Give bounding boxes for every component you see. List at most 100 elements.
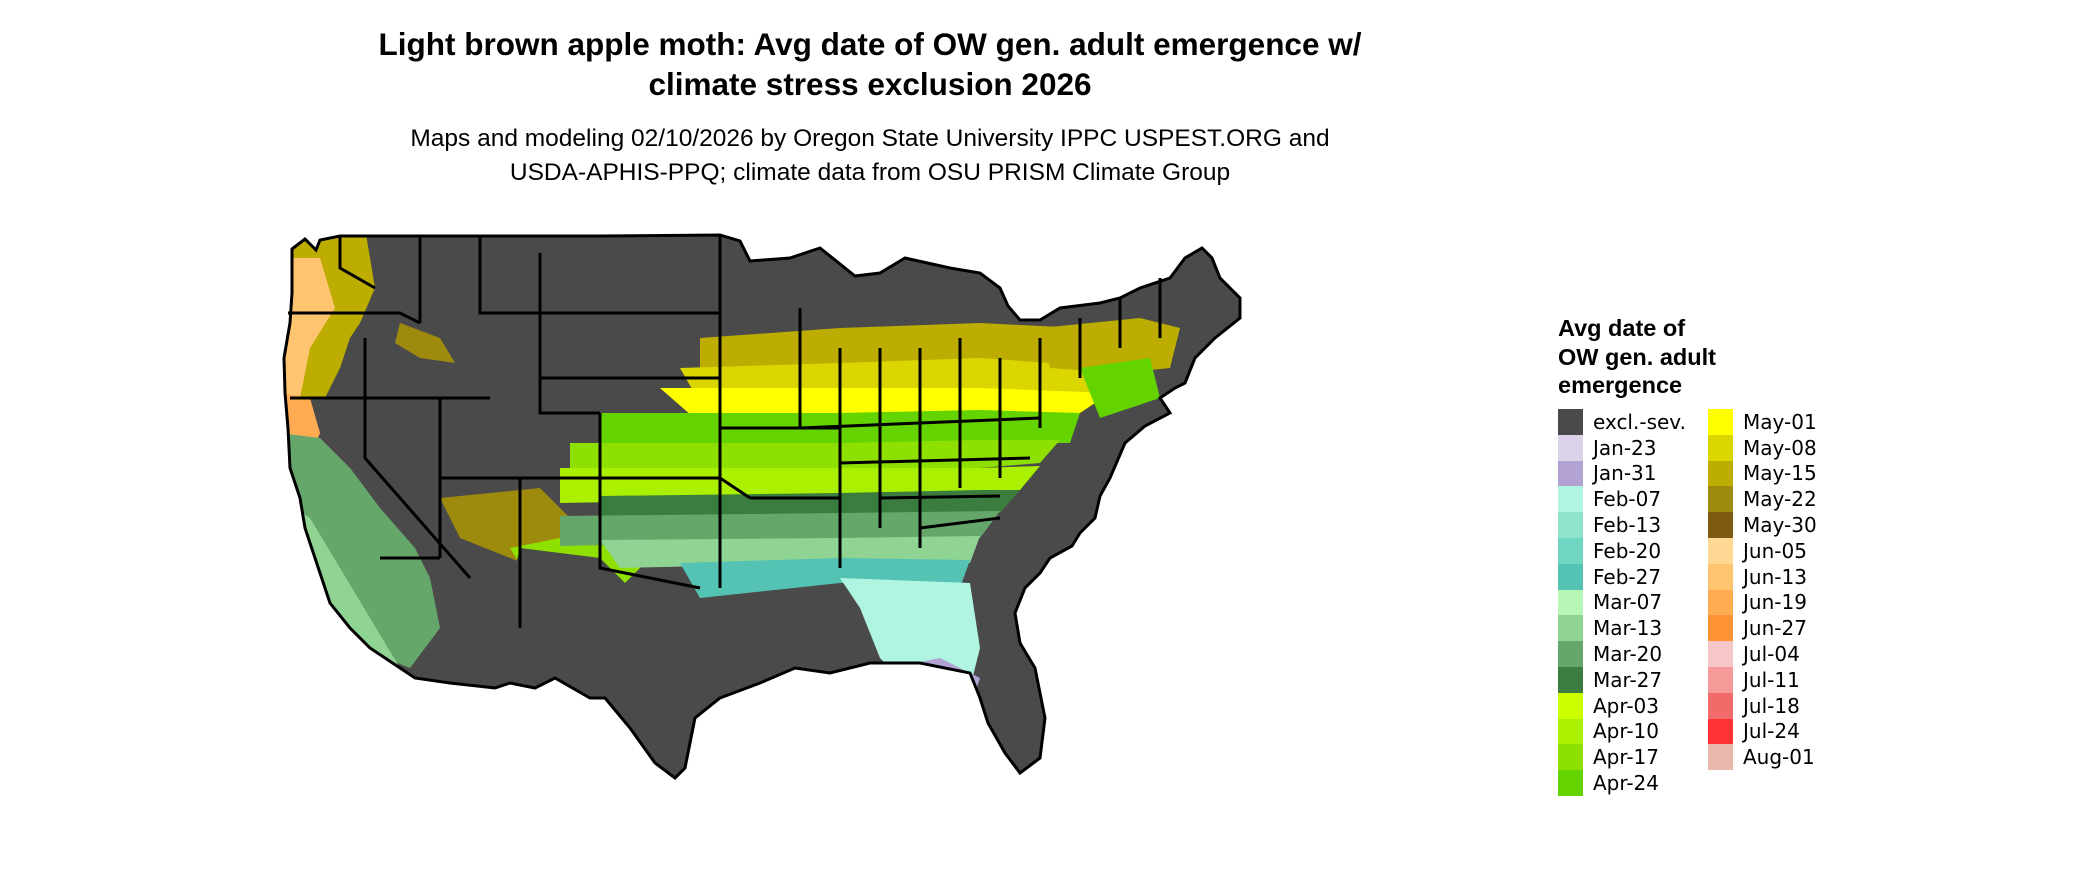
legend-swatch [1558,486,1583,513]
legend-label: Jul-04 [1743,642,1800,667]
legend-item: Feb-20 [1558,537,1686,564]
legend-item: Feb-07 [1558,486,1686,513]
legend-swatch [1558,563,1583,590]
legend-title: Avg date of OW gen. adult emergence [1558,314,1716,400]
legend-label: Jul-11 [1743,667,1800,692]
legend-item: Jul-24 [1708,718,1817,745]
legend-swatch [1708,409,1733,435]
legend-item: Jul-04 [1708,641,1817,667]
legend-swatch [1558,512,1583,538]
map-subtitle-line-2: USDA-APHIS-PPQ; climate data from OSU PR… [509,159,1231,186]
legend-item: May-01 [1708,409,1817,435]
legend-label: Mar-13 [1593,616,1663,641]
legend-item: Jun-13 [1708,563,1817,590]
legend-item: Apr-03 [1558,692,1686,719]
legend-column-2: May-01 May-08 May-15 May-22 May-30 Jun-05 Jun-… [1708,409,1817,771]
legend-item: Feb-27 [1558,563,1686,590]
legend-label: Mar-20 [1593,642,1663,667]
legend-swatch [1708,744,1733,771]
legend-label: May-22 [1743,487,1817,512]
legend-label: Jul-24 [1743,719,1800,744]
legend-item: Apr-10 [1558,718,1686,745]
legend-label: Jun-05 [1743,538,1807,563]
legend-label: Jul-18 [1743,693,1800,718]
map-subtitle: Maps and modeling 02/10/2026 by Oregon S… [280,122,1460,190]
legend-label: May-30 [1743,513,1817,538]
legend-item: Jan-23 [1558,434,1686,461]
legend-item: Mar-07 [1558,589,1686,616]
legend-label: Mar-07 [1593,590,1663,615]
legend-title-line-3: emergence [1558,372,1683,398]
legend-label: Jun-19 [1743,590,1807,615]
legend-swatch [1558,641,1583,667]
legend-title-line-1: Avg date of [1558,315,1686,341]
band-mar-20 [560,511,1000,546]
legend-label: Jun-27 [1743,616,1807,641]
legend-label: Jun-13 [1743,564,1807,589]
legend-label: Apr-10 [1593,719,1659,744]
legend-swatch [1558,409,1583,435]
legend-label: Apr-24 [1593,771,1659,796]
legend-swatch [1708,486,1733,513]
texas-excluded-region [510,548,630,648]
legend-label: Apr-17 [1593,745,1659,770]
legend-item: May-30 [1708,512,1817,538]
idaho-valley-zone [395,323,455,363]
legend-swatch [1708,666,1733,693]
map-title-line-1: Light brown apple moth: Avg date of OW g… [378,26,1362,62]
legend-swatch [1708,460,1733,487]
legend-label: Jan-23 [1593,435,1657,460]
legend-swatch [1558,434,1583,461]
legend-label: Feb-13 [1593,513,1662,538]
legend-label: Feb-27 [1593,564,1662,589]
legend-label: Mar-27 [1593,667,1663,692]
legend-item: May-22 [1708,486,1817,513]
legend-label: May-08 [1743,435,1817,460]
legend-item: excl.-sev. [1558,409,1686,435]
legend-item: May-08 [1708,434,1817,461]
state-boundaries [282,233,1242,780]
legend-item: Apr-17 [1558,744,1686,771]
pacific-northwest-late-zone [284,258,335,398]
legend-column-1: excl.-sev. Jan-23 Jan-31 Feb-07 Feb-13 Feb-20… [1558,409,1686,796]
legend-swatch [1708,589,1733,616]
legend-swatch [1708,434,1733,461]
map-title-line-2: climate stress exclusion 2026 [648,66,1092,102]
legend-swatch [1708,563,1733,590]
legend-item: Jan-31 [1558,460,1686,487]
legend-swatch [1708,615,1733,642]
california-zone [284,433,440,668]
legend-title-line-2: OW gen. adult [1558,343,1716,370]
legend-swatch [1708,537,1733,564]
map-title: Light brown apple moth: Avg date of OW g… [280,24,1460,104]
legend-swatch [1558,744,1583,771]
legend-swatch [1558,666,1583,693]
legend-item: Apr-24 [1558,770,1686,796]
legend-item: Mar-27 [1558,666,1686,693]
legend-label: Jan-31 [1593,461,1657,486]
legend-item: Aug-01 [1708,744,1817,771]
legend-item: Jun-27 [1708,615,1817,642]
map-subtitle-line-1: Maps and modeling 02/10/2026 by Oregon S… [410,125,1330,152]
legend-item: Feb-13 [1558,512,1686,538]
legend-swatch [1708,692,1733,719]
legend-item: Jun-05 [1708,537,1817,564]
legend-swatch [1708,718,1733,745]
legend-item: Jun-19 [1708,589,1817,616]
east-coast-zone [1080,358,1160,418]
legend-label: May-01 [1743,409,1817,434]
legend-swatch [1558,770,1583,796]
legend-swatch [1708,641,1733,667]
legend-label: Feb-07 [1593,487,1662,512]
legend-swatch [1708,512,1733,538]
legend-swatch [1558,718,1583,745]
legend-label: Aug-01 [1743,745,1815,770]
legend-label: excl.-sev. [1593,409,1686,434]
legend-item: Jul-11 [1708,666,1817,693]
legend-swatch [1558,692,1583,719]
legend-swatch [1558,615,1583,642]
legend-label: May-15 [1743,461,1817,486]
legend-item: May-15 [1708,460,1817,487]
legend-swatch [1558,460,1583,487]
legend-label: Feb-20 [1593,538,1662,563]
